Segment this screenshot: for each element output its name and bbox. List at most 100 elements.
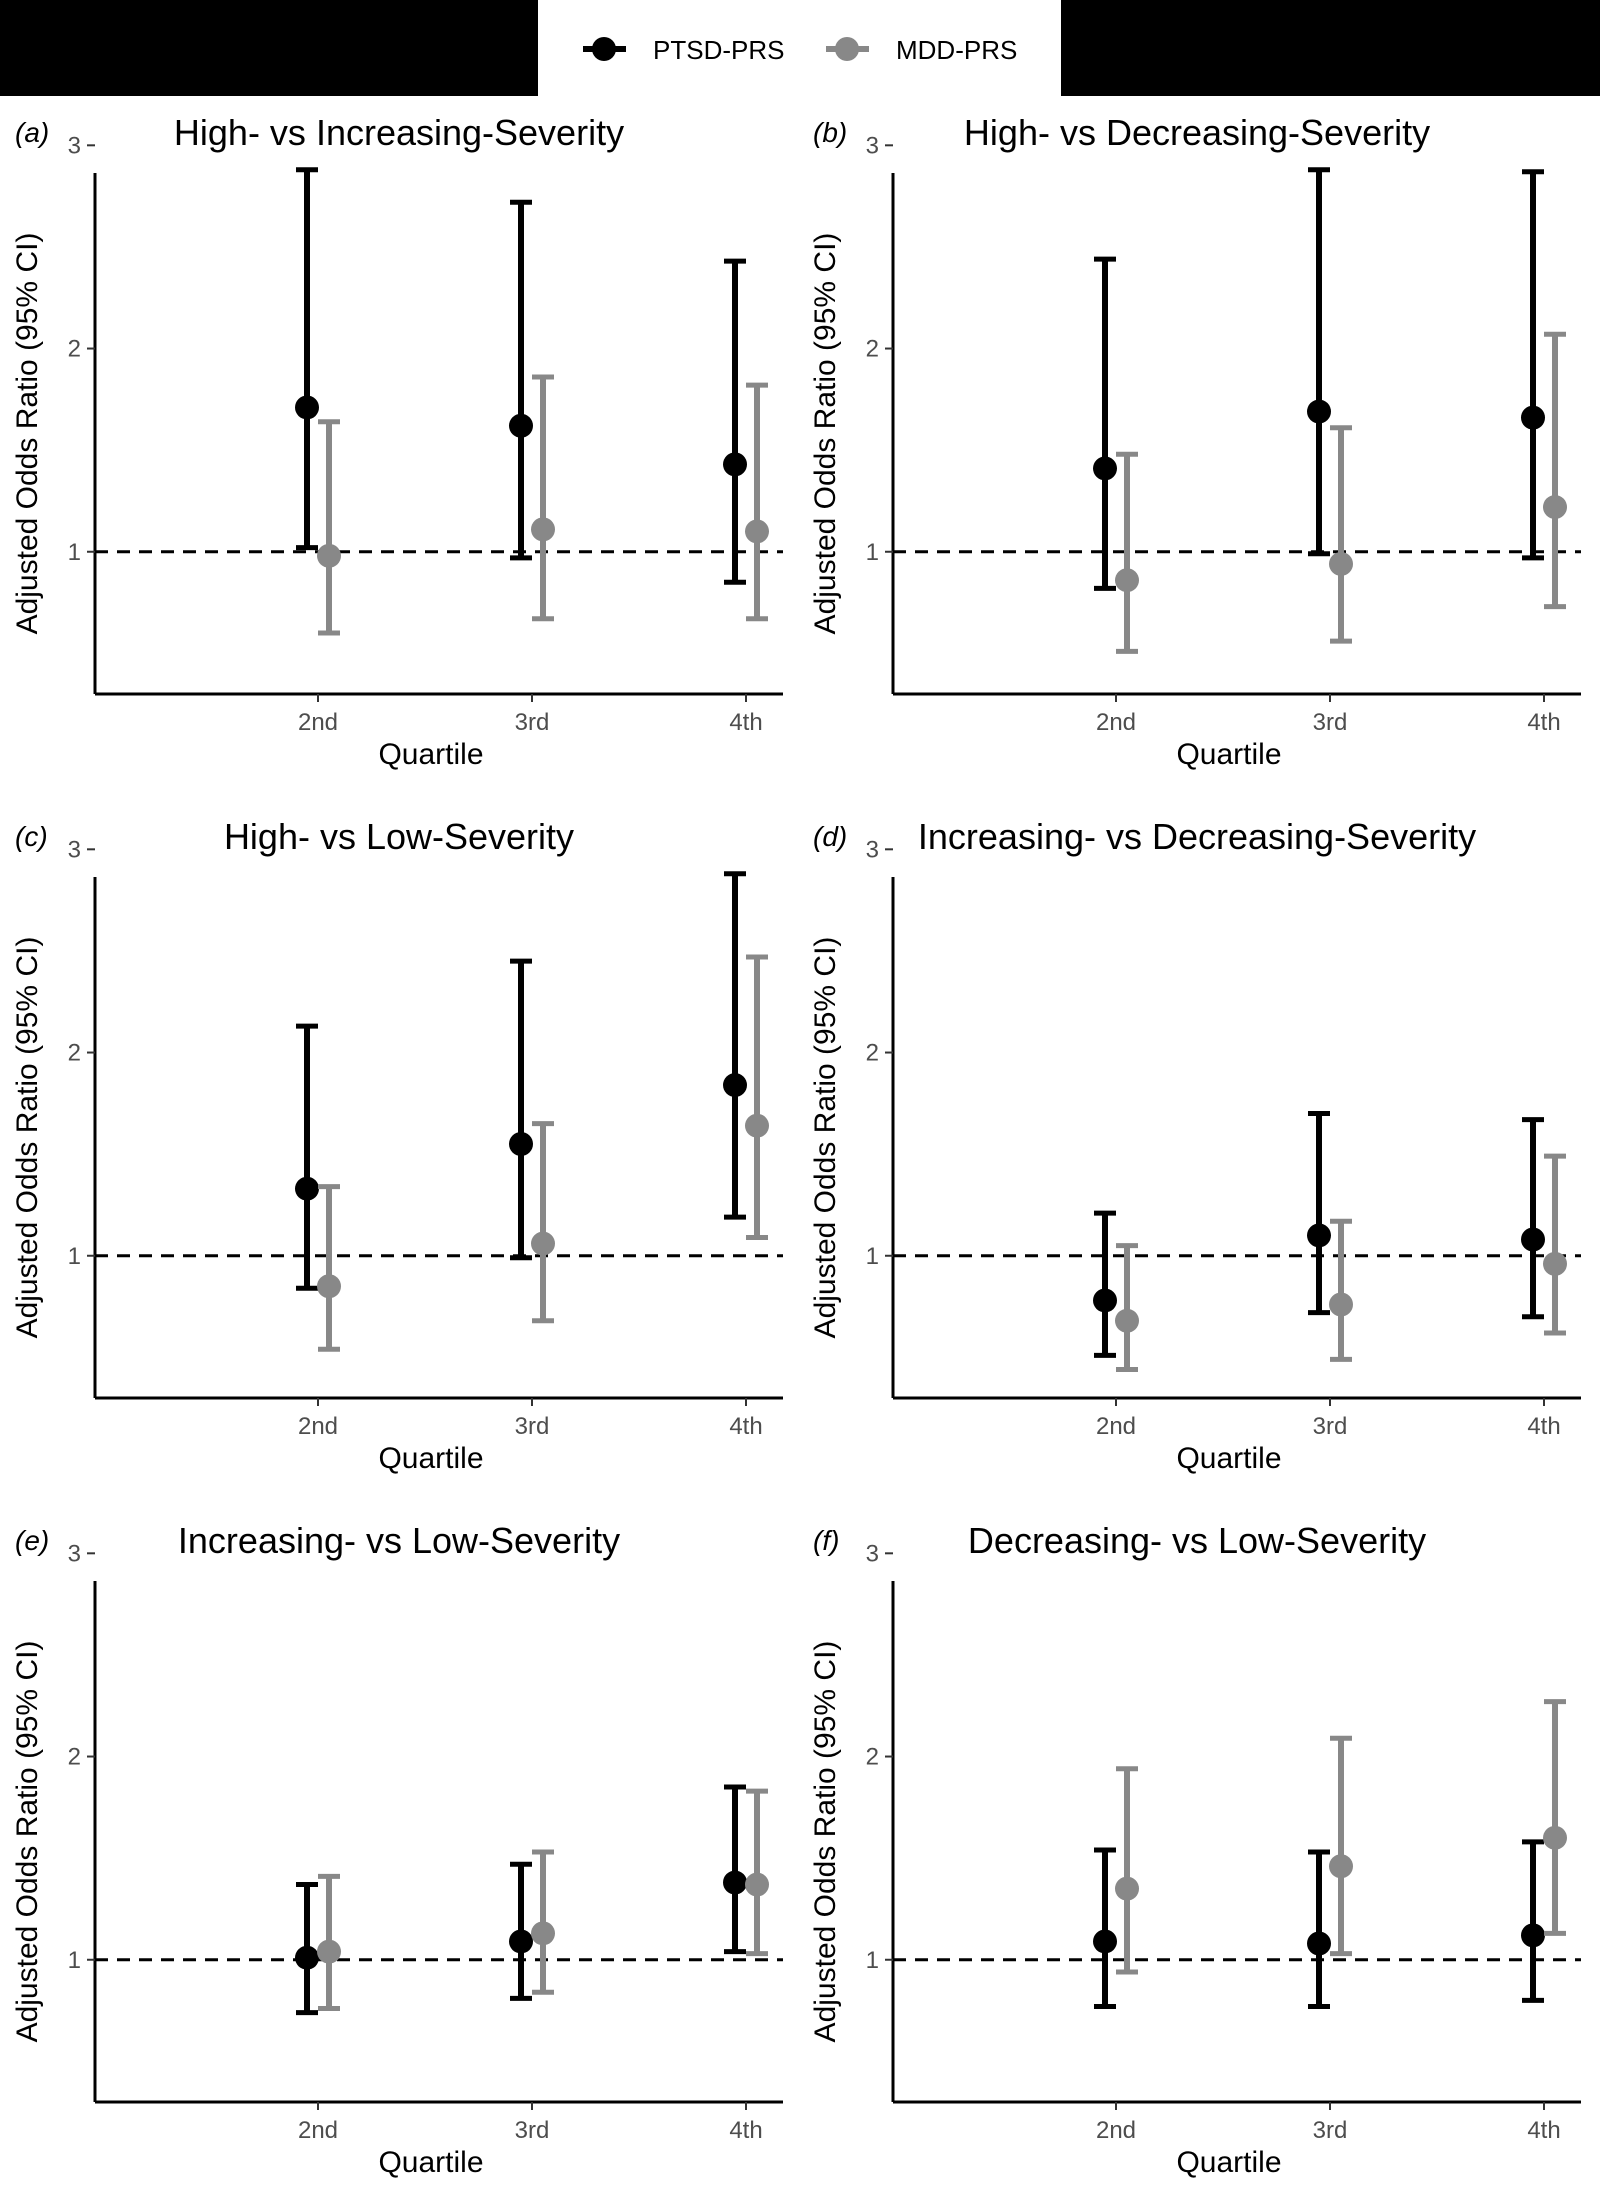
y-tick-label: 2 — [866, 1040, 879, 1067]
data-point — [1115, 1876, 1139, 1901]
panel-tag: (e) — [15, 1525, 49, 1556]
y-axis-title: Adjusted Odds Ratio (95% CI) — [11, 233, 44, 635]
data-point — [1543, 1825, 1567, 1850]
y-tick-label: 3 — [68, 1540, 81, 1567]
data-point — [1543, 1251, 1567, 1276]
y-tick-label: 1 — [866, 539, 879, 566]
series-ptsd-prs — [1093, 1839, 1545, 2009]
data-point — [723, 1870, 747, 1895]
x-tick-label: 2nd — [1096, 709, 1136, 736]
data-point — [1093, 1929, 1117, 1954]
y-tick-label: 2 — [68, 1040, 81, 1067]
legend-item-mdd: MDD-PRS — [826, 35, 1017, 65]
y-tick-label: 3 — [68, 132, 81, 159]
y-axis-title: Adjusted Odds Ratio (95% CI) — [11, 937, 44, 1339]
data-point — [1093, 1288, 1117, 1313]
data-point — [531, 517, 555, 542]
data-point — [1307, 399, 1331, 424]
panel-title: Increasing- vs Decreasing-Severity — [918, 816, 1476, 857]
data-point — [317, 543, 341, 568]
data-point — [295, 1176, 319, 1201]
legend-item-ptsd: PTSD-PRS — [583, 35, 784, 65]
y-tick-label: 3 — [68, 836, 81, 863]
data-point — [745, 519, 769, 544]
legend-right-block — [1061, 0, 1600, 96]
data-point — [317, 1274, 341, 1299]
y-axis-title: Adjusted Odds Ratio (95% CI) — [809, 937, 842, 1339]
x-tick-label: 2nd — [298, 2117, 338, 2144]
panel-a: (a) High- vs Increasing-Severity 1 2 3 2nd 3rd… — [11, 112, 783, 771]
x-tick-label: 4th — [729, 1413, 762, 1440]
data-point — [1115, 1308, 1139, 1333]
data-point — [509, 413, 533, 438]
y-axis-title: Adjusted Odds Ratio (95% CI) — [809, 1641, 842, 2043]
panel-e: (e) Increasing- vs Low-Severity 1 2 3 2nd 3rd 4… — [11, 1520, 783, 2179]
data-point — [1521, 1227, 1545, 1252]
series-mdd-prs — [1115, 1153, 1567, 1373]
series-mdd-prs — [317, 374, 769, 636]
x-tick-label: 4th — [1527, 1413, 1560, 1440]
y-axis-title: Adjusted Odds Ratio (95% CI) — [11, 1641, 44, 2043]
data-point — [1521, 1923, 1545, 1948]
panel-d: (d) Increasing- vs Decreasing-Severity 1 2 3… — [809, 816, 1581, 1475]
legend-ptsd-label: PTSD-PRS — [653, 35, 784, 65]
panel-c: (c) High- vs Low-Severity 1 2 3 2nd 3rd 4th Quar… — [11, 816, 783, 1475]
series-mdd-prs — [1115, 331, 1567, 654]
y-tick-label: 3 — [866, 836, 879, 863]
y-tick-label: 3 — [866, 132, 879, 159]
legend-mdd-label: MDD-PRS — [896, 35, 1017, 65]
panel-f: (f) Decreasing- vs Low-Severity 1 2 3 2nd 3rd 4… — [809, 1520, 1581, 2179]
series-ptsd-prs — [295, 1784, 747, 2016]
data-point — [723, 452, 747, 477]
y-tick-label: 1 — [68, 1243, 81, 1270]
panel-title: High- vs Decreasing-Severity — [964, 112, 1430, 153]
x-tick-label: 3rd — [515, 2117, 550, 2144]
panel-b: (b) High- vs Decreasing-Severity 1 2 3 2nd 3rd… — [809, 112, 1581, 771]
panel-title: High- vs Low-Severity — [224, 816, 574, 857]
data-point — [1543, 495, 1567, 520]
x-tick-label: 3rd — [515, 1413, 550, 1440]
x-tick-label: 3rd — [515, 709, 550, 736]
x-tick-label: 3rd — [1313, 2117, 1348, 2144]
panel-title: Decreasing- vs Low-Severity — [968, 1520, 1426, 1561]
panel-tag: (b) — [813, 117, 847, 148]
data-point — [531, 1921, 555, 1946]
data-point — [745, 1872, 769, 1897]
x-tick-label: 4th — [729, 709, 762, 736]
series-ptsd-prs — [1093, 1111, 1545, 1358]
series-ptsd-prs — [295, 871, 747, 1291]
panel-tag: (a) — [15, 117, 49, 148]
data-point — [317, 1939, 341, 1964]
y-tick-label: 2 — [866, 336, 879, 363]
x-tick-label: 2nd — [1096, 1413, 1136, 1440]
x-tick-label: 2nd — [298, 1413, 338, 1440]
y-tick-label: 1 — [866, 1947, 879, 1974]
panel-tag: (d) — [813, 821, 847, 852]
data-point — [1307, 1223, 1331, 1248]
data-point — [1329, 551, 1353, 576]
data-point — [509, 1929, 533, 1954]
x-axis-title: Quartile — [1176, 738, 1281, 771]
x-tick-label: 3rd — [1313, 709, 1348, 736]
data-point — [1115, 568, 1139, 593]
y-tick-label: 1 — [68, 539, 81, 566]
x-tick-label: 4th — [1527, 2117, 1560, 2144]
legend-ptsd-marker — [592, 37, 616, 61]
data-point — [1329, 1292, 1353, 1317]
panels: (a) High- vs Increasing-Severity 1 2 3 2nd 3rd… — [11, 112, 1581, 2179]
series-ptsd-prs — [1093, 167, 1545, 591]
legend-left-block — [0, 0, 538, 96]
x-tick-label: 4th — [729, 2117, 762, 2144]
panel-tag: (f) — [813, 1525, 839, 1556]
panel-tag: (c) — [15, 821, 48, 852]
x-axis-title: Quartile — [378, 1442, 483, 1475]
data-point — [295, 395, 319, 420]
x-axis-title: Quartile — [1176, 1442, 1281, 1475]
legend-mdd-marker — [835, 37, 859, 61]
x-tick-label: 2nd — [1096, 2117, 1136, 2144]
x-tick-label: 3rd — [1313, 1413, 1348, 1440]
y-tick-label: 1 — [866, 1243, 879, 1270]
y-tick-label: 2 — [68, 336, 81, 363]
x-tick-label: 2nd — [298, 709, 338, 736]
